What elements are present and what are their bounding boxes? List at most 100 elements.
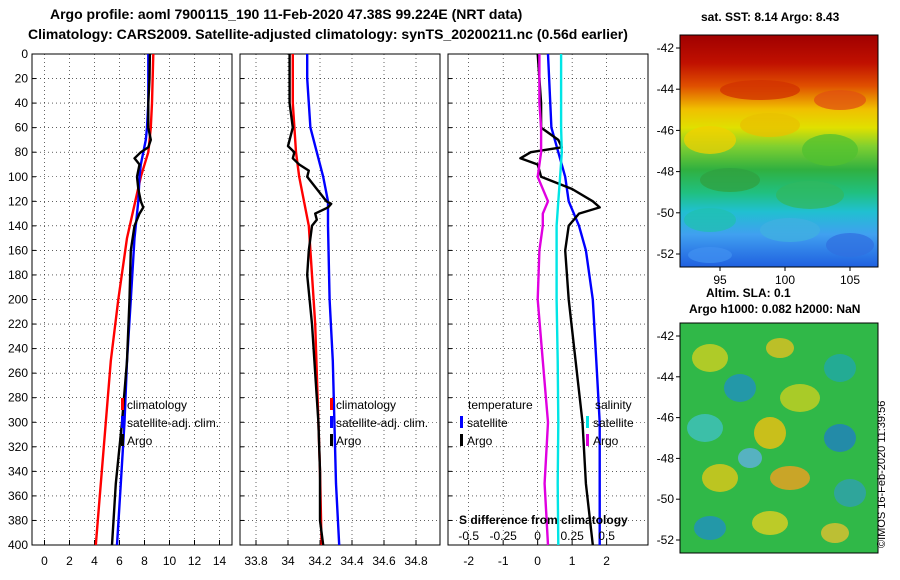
sst-map-title: sat. SST: 8.14 Argo: 8.43 <box>701 10 840 24</box>
depth-tick-label: 260 <box>8 366 28 380</box>
legend-swatch-satellite <box>330 416 333 428</box>
sst-eddy <box>688 247 732 263</box>
x-tick-label: 34.4 <box>340 554 364 568</box>
depth-tick-label: 300 <box>8 415 28 429</box>
sst-map-axes: -42 -44 -46 -48 -50 -52 95 100 105 <box>657 41 861 287</box>
sst-eddy <box>720 80 800 100</box>
lat-tick-label: -46 <box>657 411 675 425</box>
lat-tick-label: -52 <box>657 247 675 261</box>
legend-label-argo: Argo <box>336 434 362 448</box>
depth-tick-label: 120 <box>8 194 28 208</box>
x-tick-label: 34.6 <box>372 554 396 568</box>
series-line-argo <box>286 54 333 546</box>
sst-map-frame <box>679 34 879 268</box>
depth-tick-label: 100 <box>8 170 28 184</box>
lat-tick-label: -48 <box>657 451 675 465</box>
legend-swatch-argo <box>121 434 124 446</box>
sla-anomaly <box>834 479 866 507</box>
sla-anomaly <box>821 523 849 543</box>
sst-eddy <box>826 233 874 257</box>
difference-legend: temperature satellite Argo salinity sate… <box>460 398 634 448</box>
depth-tick-label: 400 <box>8 538 28 552</box>
salinity-diff-tick-label: 0.25 <box>560 529 584 543</box>
difference-xlabel: S difference from climatology <box>459 513 628 527</box>
sst-eddies <box>684 80 874 263</box>
salinity-panel: 33.8 34 34.2 34.4 34.6 34.8 <box>239 53 441 568</box>
legend-swatch-temp-satellite <box>460 416 463 428</box>
depth-tick-label: 320 <box>8 440 28 454</box>
difference-panel: -2 -1 0 1 2 <box>447 53 649 568</box>
legend-label-climatology: climatology <box>336 398 396 412</box>
sla-anomaly <box>694 516 726 540</box>
x-tick-label: 34 <box>281 554 295 568</box>
x-tick-label: 34.2 <box>308 554 332 568</box>
sla-anomaly <box>770 466 810 490</box>
sla-anomaly <box>824 354 856 382</box>
depth-tick-label: 340 <box>8 464 28 478</box>
salinity-diff-tick-label: 0.5 <box>598 529 615 543</box>
lat-tick-label: -42 <box>657 41 675 55</box>
depth-tick-label: 80 <box>15 145 29 159</box>
legend-swatch-sal-satellite <box>586 416 589 428</box>
series-line-salinity-satellite <box>555 54 563 546</box>
legend-swatch-climatology <box>121 398 124 410</box>
lat-tick-label: -50 <box>657 492 675 506</box>
x-tick-label: 10 <box>163 554 177 568</box>
legend-label-sal-satellite: satellite <box>593 416 634 430</box>
legend-label-satellite: satellite-adj. clim. <box>336 416 428 430</box>
sla-anomaly <box>687 414 723 442</box>
x-tick-label: 0 <box>534 554 541 568</box>
x-tick-label: 4 <box>91 554 98 568</box>
depth-tick-label: 140 <box>8 219 28 233</box>
legend-title-temperature: temperature <box>468 398 533 412</box>
legend-swatch-climatology <box>330 398 333 410</box>
legend-label-sal-argo: Argo <box>593 434 619 448</box>
x-tick-label: -2 <box>463 554 474 568</box>
sst-eddy <box>740 113 800 137</box>
legend-label-satellite: satellite-adj. clim. <box>127 416 219 430</box>
lat-tick-label: -50 <box>657 206 675 220</box>
credit-text: ©IMOS 16-Feb-2020 11:39:56 <box>876 400 888 548</box>
depth-axis-labels: 0 20 40 60 80 100 120 140 160 180 200 220 240 260 280 3… <box>8 47 28 552</box>
lon-tick-label: 105 <box>840 273 860 287</box>
climatology-title: Climatology: CARS2009. Satellite-adjuste… <box>28 26 628 42</box>
lat-tick-label: -42 <box>657 329 675 343</box>
series-line-temperature-argo <box>519 53 601 546</box>
salinity-diff-tick-label: -0.25 <box>489 529 517 543</box>
x-tick-label: 6 <box>116 554 123 568</box>
temperature-panel: 0 2 4 6 8 10 12 14 <box>31 53 233 568</box>
depth-tick-label: 360 <box>8 489 28 503</box>
salinity-diff-tick-label: -0.5 <box>458 529 479 543</box>
series-line-climatology <box>94 53 155 546</box>
sla-map: -42 -44 -46 -48 -50 -52 <box>657 322 879 554</box>
salinity-legend: climatology satellite-adj. clim. Argo <box>330 398 428 448</box>
salinity-difference-ticks: -0.5 -0.25 0 0.25 0.5 <box>458 529 615 543</box>
profile-title: Argo profile: aoml 7900115_190 11-Feb-20… <box>50 6 523 22</box>
sla-anomaly <box>752 511 788 535</box>
lat-tick-label: -52 <box>657 533 675 547</box>
lat-tick-label: -44 <box>657 82 675 96</box>
legend-swatch-argo <box>330 434 333 446</box>
x-tick-label: 0 <box>41 554 48 568</box>
depth-tick-label: 220 <box>8 317 28 331</box>
x-tick-label: 14 <box>213 554 227 568</box>
lat-tick-label: -48 <box>657 165 675 179</box>
sla-anomalies <box>687 338 866 543</box>
sst-eddy <box>802 134 858 166</box>
sla-anomaly <box>766 338 794 358</box>
sla-map-axes: -42 -44 -46 -48 -50 -52 <box>657 329 680 547</box>
depth-tick-label: 0 <box>21 47 28 61</box>
salinity-diff-tick-label: 0 <box>534 529 541 543</box>
depth-tick-label: 160 <box>8 243 28 257</box>
depth-tick-label: 40 <box>15 96 29 110</box>
sst-eddy <box>776 181 844 209</box>
sla-anomaly <box>780 384 820 412</box>
legend-swatch-temp-argo <box>460 434 463 446</box>
sst-eddy <box>684 208 736 232</box>
sla-map-title-1: Altim. SLA: 0.1 <box>706 286 791 300</box>
sla-anomaly <box>702 464 738 492</box>
sst-map: -42 -44 -46 -48 -50 -52 95 100 105 <box>657 34 879 287</box>
depth-tick-label: 20 <box>15 72 29 86</box>
sst-eddy <box>760 218 820 242</box>
legend-label-temp-argo: Argo <box>467 434 493 448</box>
